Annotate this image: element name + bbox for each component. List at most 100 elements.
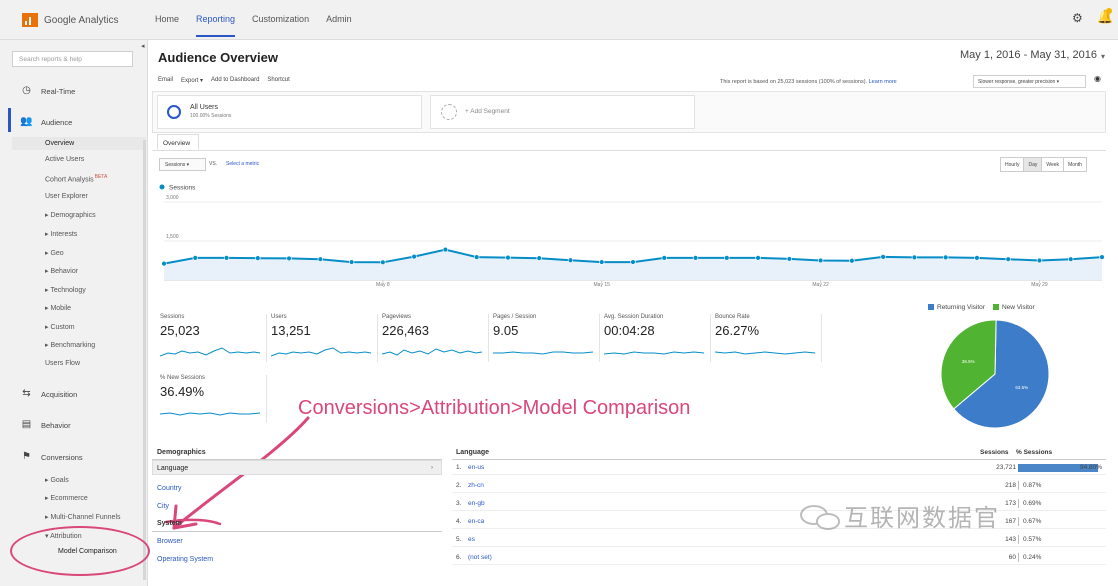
scorecard-bounce-rate[interactable]: Bounce Rate 26.27% [715, 314, 820, 362]
scorecard-pageviews[interactable]: Pageviews 226,463 [382, 314, 487, 362]
sidebar-item-geo[interactable]: ▸ Geo [45, 250, 64, 257]
learn-more-link[interactable]: Learn more [868, 79, 897, 85]
data-point [724, 255, 730, 261]
visitor-pie-chart[interactable]: 63.5% 36.5% [935, 318, 1055, 430]
sidebar-item-custom[interactable]: ▸ Custom [45, 324, 75, 331]
chevron-down-icon[interactable]: ▾ [1101, 52, 1106, 61]
legend-returning-visitor[interactable]: Returning Visitor [928, 304, 985, 311]
granularity-hourly[interactable]: Hourly [1001, 158, 1025, 171]
segment-all-users[interactable] [157, 95, 422, 129]
pct-sessions-column-header: % Sessions [1016, 449, 1053, 456]
language-code-link[interactable]: zh-cn [468, 482, 484, 489]
sidebar-item-active-users[interactable]: Active Users [45, 156, 85, 163]
language-code-link[interactable]: (not set) [468, 554, 492, 561]
sidebar-item-demographics[interactable]: ▸ Demographics [45, 212, 96, 219]
table-row[interactable]: 1. en-us 23,721 94.80% [452, 460, 1106, 475]
demographics-country-link[interactable]: Country [157, 485, 182, 492]
scorecard-users[interactable]: Users 13,251 [271, 314, 376, 362]
granularity-week[interactable]: Week [1042, 158, 1065, 171]
nav-home[interactable]: Home [155, 14, 180, 24]
granularity-day[interactable]: Day [1024, 158, 1043, 171]
sampling-select[interactable]: Slower response, greater precision ▾ [973, 75, 1086, 88]
sidebar-item-acquisition[interactable]: ⇆ Acquisition [20, 389, 77, 399]
table-row[interactable]: 3. en-gb 173 0.69% [452, 496, 1106, 511]
scorecard-pages-per-session[interactable]: Pages / Session 9.05 [493, 314, 598, 362]
sidebar-item-technology[interactable]: ▸ Technology [45, 287, 86, 294]
series-legend-marker [159, 184, 165, 190]
pct-bar [1018, 517, 1019, 526]
add-segment-button[interactable] [430, 95, 695, 129]
data-point [911, 254, 918, 261]
legend-new-visitor[interactable]: New Visitor [992, 304, 1035, 311]
visibility-icon[interactable]: ◉ [1094, 74, 1101, 83]
sidebar-item-behavior[interactable]: ▤ Behavior [20, 420, 71, 430]
shortcut-button[interactable]: Shortcut [267, 77, 290, 83]
sessions-value: 173 [1005, 500, 1016, 507]
language-code-link[interactable]: en-us [468, 464, 485, 471]
table-row[interactable]: 4. en-ca 167 0.67% [452, 514, 1106, 529]
language-code-link[interactable]: es [468, 536, 475, 543]
sessions-chart[interactable]: Sessions 3,000 1,500 May 8 May 15 May 22 May 2… [152, 180, 1106, 295]
language-code-link[interactable]: en-gb [468, 500, 485, 507]
active-section-marker [8, 108, 11, 132]
date-range-picker[interactable]: May 1, 2016 - May 31, 2016 [960, 49, 1097, 61]
pie-slice-label: 63.5% [1015, 385, 1028, 390]
demographics-language-row[interactable] [152, 460, 442, 475]
sidebar-item-interests[interactable]: ▸ Interests [45, 231, 78, 238]
data-point [567, 257, 574, 263]
sidebar-item-audience[interactable]: 👥 Audience [20, 117, 72, 127]
select-metric-link[interactable]: Select a metric [226, 161, 260, 167]
sidebar-scrollbar[interactable] [143, 140, 146, 580]
sparkline [160, 347, 260, 357]
sidebar-item-multi-channel-funnels[interactable]: ▸ Multi-Channel Funnels [45, 514, 121, 521]
pie-slice[interactable] [953, 319, 1050, 429]
system-os-link[interactable]: Operating System [157, 556, 214, 563]
sessions-value: 218 [1005, 482, 1016, 489]
scorecard-avg-session-duration[interactable]: Avg. Session Duration 00:04:28 [604, 314, 709, 362]
data-point [599, 259, 605, 265]
sparkline [271, 347, 371, 357]
data-point [223, 255, 230, 261]
divider [710, 314, 711, 362]
search-input[interactable]: Search reports & help [12, 51, 133, 67]
demographics-city-link[interactable]: City [157, 503, 170, 510]
table-row[interactable]: 2. zh-cn 218 0.87% [452, 478, 1106, 493]
language-code-link[interactable]: en-ca [468, 518, 485, 525]
scorecard-new-sessions[interactable]: % New Sessions 36.49% [160, 375, 265, 423]
sidebar-item-benchmarking[interactable]: ▸ Benchmarking [45, 342, 96, 349]
export-button[interactable]: Export ▾ [181, 78, 204, 84]
sidebar-item-overview[interactable]: Overview [45, 140, 75, 147]
collapse-sidebar-icon[interactable]: ◂ [141, 43, 145, 50]
sidebar-item-cohort-analysis[interactable]: Cohort AnalysisBETA [45, 174, 107, 183]
sidebar-item-users-flow[interactable]: Users Flow [45, 360, 81, 367]
logo[interactable]: Google Analytics [22, 11, 119, 29]
metric-select[interactable]: Sessions ▾ [159, 158, 206, 171]
legend-label: Returning Visitor [937, 304, 985, 311]
gear-icon[interactable]: ⚙ [1072, 11, 1083, 25]
data-point [1036, 257, 1043, 264]
nav-reporting[interactable]: Reporting [196, 14, 236, 37]
system-browser-link[interactable]: Browser [157, 538, 183, 545]
email-button[interactable]: Email [158, 77, 174, 83]
nav-admin[interactable]: Admin [326, 14, 352, 24]
table-row[interactable]: 6. (not set) 60 0.24% [452, 550, 1106, 565]
table-row[interactable]: 5. es 143 0.57% [452, 532, 1106, 547]
sidebar-item-behavior-sub[interactable]: ▸ Behavior [45, 268, 79, 275]
sidebar-item-ecommerce[interactable]: ▸ Ecommerce [45, 495, 88, 502]
data-point [442, 246, 449, 253]
data-point [536, 255, 542, 261]
granularity-month[interactable]: Month [1068, 162, 1082, 168]
nav-customization[interactable]: Customization [252, 14, 310, 24]
add-to-dashboard-button[interactable]: Add to Dashboard [211, 77, 260, 83]
sidebar-item-user-explorer[interactable]: User Explorer [45, 193, 88, 200]
flag-icon: ⚑ [22, 451, 31, 462]
clock-icon: ◷ [22, 85, 31, 96]
sidebar-item-goals[interactable]: ▸ Goals [45, 477, 69, 484]
pie-slice[interactable] [940, 319, 997, 410]
sidebar-item-conversions[interactable]: ⚑ Conversions [20, 452, 83, 462]
tab-overview[interactable]: Overview [157, 134, 199, 150]
sidebar-item-realtime[interactable]: ◷ Real-Time [20, 86, 75, 96]
scorecard-sessions[interactable]: Sessions 25,023 [160, 314, 265, 362]
sidebar-item-mobile[interactable]: ▸ Mobile [45, 305, 72, 312]
scorecard-label: Sessions [160, 314, 185, 320]
